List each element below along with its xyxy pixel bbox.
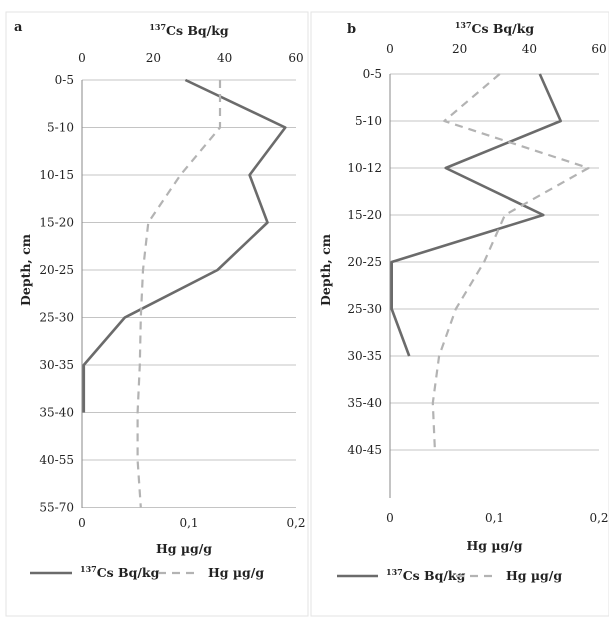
superscript: 137 bbox=[455, 20, 472, 30]
top-tick-label: 40 bbox=[217, 51, 232, 65]
top-axis-label: 137Cs Bq/kg bbox=[455, 20, 535, 36]
depth-tick-label: 5-10 bbox=[355, 114, 382, 128]
bottom-tick-label: 0 bbox=[386, 511, 394, 525]
legend-entry: 137Cs Bq/kg bbox=[386, 567, 466, 583]
cs137-series-line bbox=[82, 78, 287, 413]
bottom-axis-label: Hg µg/g bbox=[156, 541, 212, 556]
label-main: Cs Bq/kg bbox=[97, 565, 160, 580]
top-tick-label: 20 bbox=[146, 51, 161, 65]
depth-tick-label: 0-5 bbox=[55, 73, 74, 87]
top-tick-label: 20 bbox=[452, 42, 467, 56]
legend-entry: Hg µg/g bbox=[506, 568, 562, 583]
depth-tick-label: 15-20 bbox=[347, 208, 382, 222]
panel-letter: a bbox=[14, 20, 23, 35]
depth-tick-label: 35-40 bbox=[39, 406, 74, 420]
superscript: 137 bbox=[80, 564, 97, 574]
top-tick-label: 40 bbox=[522, 42, 537, 56]
bottom-tick-label: 0 bbox=[78, 516, 86, 530]
panel-a: a 137Cs Bq/kg0 20 40 600-55-1010-1515-2020-2… bbox=[14, 20, 306, 580]
legend-entry: Hg µg/g bbox=[208, 565, 264, 580]
depth-tick-label: 40-45 bbox=[347, 443, 382, 457]
legend: 137Cs Bq/kg Hg µg/g bbox=[337, 567, 562, 583]
bottom-tick-label: 0,2 bbox=[286, 516, 305, 530]
superscript: 137 bbox=[386, 567, 403, 577]
depth-tick-label: 25-30 bbox=[39, 311, 74, 325]
bottom-axis-label: Hg µg/g bbox=[466, 538, 522, 553]
label-main: Cs Bq/kg bbox=[403, 568, 466, 583]
depth-tick-label: 10-15 bbox=[39, 168, 74, 182]
depth-tick-label: 10-12 bbox=[347, 161, 382, 175]
depth-tick-label: 55-70 bbox=[39, 501, 74, 515]
depth-tick-label: 25-30 bbox=[347, 302, 382, 316]
label-main: Cs Bq/kg bbox=[472, 21, 535, 36]
depth-tick-label: 20-25 bbox=[39, 263, 74, 277]
y-axis-label: Depth, cm bbox=[318, 234, 333, 306]
depth-tick-label: 40-55 bbox=[39, 453, 74, 467]
top-axis-label: 137Cs Bq/kg bbox=[149, 22, 229, 38]
bottom-tick-label: 0,2 bbox=[589, 511, 608, 525]
hg-series-line bbox=[136, 80, 222, 508]
depth-tick-label: 0-5 bbox=[363, 67, 382, 81]
depth-tick-label: 30-35 bbox=[347, 349, 382, 363]
panel-border-b bbox=[310, 11, 609, 617]
panel-letter: b bbox=[347, 22, 356, 37]
cs137-series-line bbox=[390, 73, 563, 357]
y-axis-label: Depth, cm bbox=[18, 234, 33, 306]
bottom-tick-label: 0,1 bbox=[179, 516, 198, 530]
depth-tick-label: 5-10 bbox=[47, 121, 74, 135]
top-tick-label: 60 bbox=[591, 42, 606, 56]
depth-tick-label: 15-20 bbox=[39, 216, 74, 230]
depth-tick-label: 30-35 bbox=[39, 358, 74, 372]
depth-tick-label: 20-25 bbox=[347, 255, 382, 269]
hg-series-line bbox=[431, 73, 590, 451]
panel-b: b 137Cs Bq/kg0 20 40 600-55-1010-1215-2020-2… bbox=[318, 20, 609, 583]
top-tick-label: 0 bbox=[78, 51, 86, 65]
top-tick-label: 60 bbox=[288, 51, 303, 65]
legend: 137Cs Bq/kg Hg µg/g bbox=[30, 564, 264, 580]
label-main: Cs Bq/kg bbox=[166, 23, 229, 38]
depth-tick-label: 35-40 bbox=[347, 396, 382, 410]
superscript: 137 bbox=[149, 22, 166, 32]
panel-border-a bbox=[5, 11, 309, 617]
top-tick-label: 0 bbox=[386, 42, 394, 56]
bottom-tick-label: 0,1 bbox=[485, 511, 504, 525]
legend-entry: 137Cs Bq/kg bbox=[80, 564, 160, 580]
